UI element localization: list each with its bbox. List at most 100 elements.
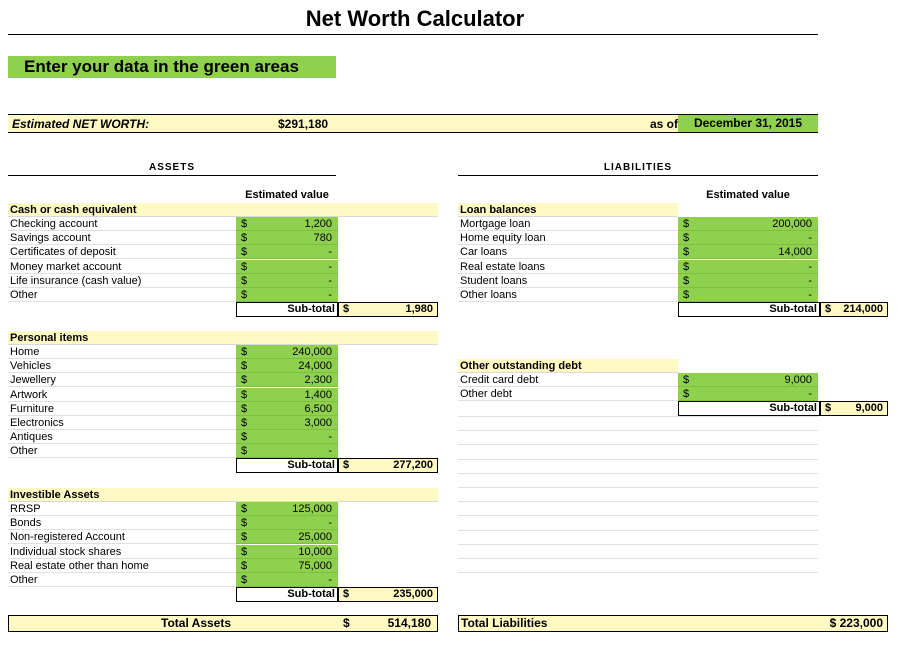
personal-value-input[interactable]: $2,300 <box>236 373 338 388</box>
personal-row-label: Home <box>10 346 40 358</box>
personal-row-label: Artwork <box>10 388 48 401</box>
personal-row: Electronics $3,000 <box>8 416 438 430</box>
investible-subtotal-label-box: Sub-total <box>236 587 338 602</box>
personal-row: Vehicles $24,000 <box>8 359 438 374</box>
cash-value-input[interactable]: $ - <box>236 245 338 260</box>
total-assets-value: 514,180 <box>387 616 431 630</box>
empty-grid-line <box>458 430 818 432</box>
cash-subtotal-box: $1,980 <box>338 302 438 317</box>
cash-value-input[interactable]: $ - <box>236 288 338 302</box>
cash-value-currency: $ <box>241 289 248 301</box>
cash-value-amount: 780 <box>313 232 332 245</box>
investible-value-input[interactable]: $ - <box>236 516 338 531</box>
as-of-date-input[interactable]: December 31, 2015 <box>678 114 818 133</box>
personal-row-label: Vehicles <box>10 360 51 373</box>
debt-row: Other debt $ - <box>458 387 818 402</box>
personal-row-line <box>8 414 236 416</box>
cash-value-input[interactable]: $ - <box>236 273 338 288</box>
loans-subtotal-box: $214,000 <box>820 302 888 317</box>
personal-value-input[interactable]: $1,400 <box>236 387 338 402</box>
personal-row-line <box>8 386 236 388</box>
personal-value-input[interactable]: $3,000 <box>236 416 338 430</box>
total-liabilities-label: Total Liabilities <box>461 616 548 630</box>
investible-row-label: Bonds <box>10 517 42 530</box>
empty-grid-line <box>458 515 818 517</box>
loan-row: Car loans $14,000 <box>458 245 818 260</box>
cash-value-input[interactable]: $780 <box>236 231 338 246</box>
investible-value-input[interactable]: $10,000 <box>236 544 338 559</box>
cash-value-input[interactable]: $ - <box>236 259 338 274</box>
empty-grid-line <box>458 472 818 474</box>
debt-value-input[interactable]: $ - <box>678 387 818 402</box>
debt-row-label: Credit card debt <box>460 374 539 386</box>
cash-value-amount: - <box>328 246 332 259</box>
debt-row-label: Other debt <box>460 388 512 401</box>
investible-value-currency: $ <box>241 503 248 515</box>
cash-row: Money market account $ - <box>8 259 438 274</box>
investible-value-input[interactable]: $75,000 <box>236 558 338 573</box>
investible-row: Non-registered Account $25,000 <box>8 530 438 545</box>
loan-row-label: Mortgage loan <box>460 218 531 230</box>
loan-value-amount: - <box>808 289 812 301</box>
loan-value-input[interactable]: $14,000 <box>678 245 818 260</box>
loans-subtotal-label: Sub-total <box>769 303 817 315</box>
investible-subtotal-cur: $ <box>343 588 350 600</box>
investible-row: Other $ - <box>8 573 438 587</box>
personal-row: Antiques $ - <box>8 430 438 445</box>
cash-value-input[interactable]: $1,200 <box>236 217 338 231</box>
personal-row-line <box>8 429 236 430</box>
personal-value-input[interactable]: $ - <box>236 444 338 459</box>
cash-value-amount: - <box>328 289 332 301</box>
investible-value-input[interactable]: $125,000 <box>236 502 338 516</box>
empty-grid-line <box>458 543 818 545</box>
investible-value-input[interactable]: $ - <box>236 573 338 587</box>
loan-row: Other loans $ - <box>458 288 818 302</box>
personal-value-currency: $ <box>241 360 248 373</box>
investible-value-currency: $ <box>241 545 248 558</box>
personal-value-currency: $ <box>241 346 248 358</box>
loan-row-line <box>458 258 678 260</box>
investible-subtotal-value: 235,000 <box>393 588 433 600</box>
personal-value-input[interactable]: $6,500 <box>236 401 338 416</box>
loan-row-line <box>458 230 678 231</box>
investible-row-line <box>8 571 236 573</box>
loan-value-currency: $ <box>683 246 690 259</box>
debt-value-input[interactable]: $9,000 <box>678 373 818 387</box>
investible-subtotal-box: $235,000 <box>338 587 438 602</box>
personal-value-input[interactable]: $240,000 <box>236 345 338 359</box>
page-title: Net Worth Calculator <box>305 6 525 31</box>
personal-value-input[interactable]: $ - <box>236 430 338 445</box>
investible-row-label: Non-registered Account <box>10 531 125 544</box>
empty-grid-line <box>458 487 818 488</box>
loan-value-input[interactable]: $ - <box>678 231 818 246</box>
as-of-label: as of <box>650 117 679 131</box>
cash-row-label: Certificates of deposit <box>10 246 116 259</box>
personal-value-currency: $ <box>241 431 248 444</box>
investible-value-currency: $ <box>241 531 248 544</box>
personal-group-title: Personal items <box>8 331 438 345</box>
cash-subtotal-value: 1,980 <box>405 303 433 315</box>
loan-value-input[interactable]: $ - <box>678 273 818 288</box>
title-rule <box>8 34 818 35</box>
personal-subtotal-label: Sub-total <box>287 459 335 471</box>
total-assets-cur: $ <box>343 616 350 630</box>
personal-row-line <box>8 358 236 359</box>
investible-row-line <box>8 515 236 516</box>
loan-row-label: Student loans <box>460 274 528 287</box>
personal-value-amount: 3,000 <box>304 417 332 429</box>
personal-row-line <box>8 457 236 459</box>
loan-value-input[interactable]: $200,000 <box>678 217 818 231</box>
personal-subtotal-box: $277,200 <box>338 458 438 473</box>
personal-row: Home $240,000 <box>8 345 438 359</box>
cash-subtotal-label: Sub-total <box>287 303 335 315</box>
personal-value-input[interactable]: $24,000 <box>236 359 338 374</box>
loans-subtotal-label-box: Sub-total <box>678 302 820 317</box>
investible-value-input[interactable]: $25,000 <box>236 530 338 545</box>
assets-header: ASSETS <box>148 162 195 173</box>
cash-row-line <box>8 286 236 288</box>
personal-value-amount: 240,000 <box>292 346 332 358</box>
loan-value-currency: $ <box>683 260 690 273</box>
loan-value-input[interactable]: $ - <box>678 288 818 302</box>
loan-value-input[interactable]: $ - <box>678 259 818 274</box>
personal-row-line <box>8 443 236 445</box>
